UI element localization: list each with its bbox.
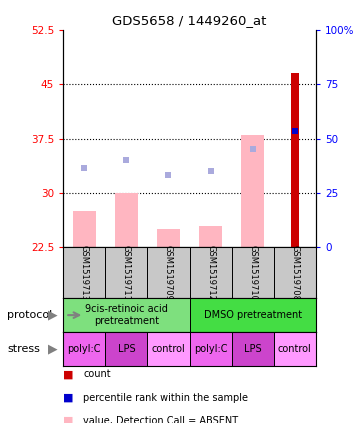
Text: ■: ■ xyxy=(63,369,74,379)
Text: 9cis-retinoic acid
pretreatment: 9cis-retinoic acid pretreatment xyxy=(85,304,168,326)
Bar xyxy=(115,193,138,247)
Bar xyxy=(274,332,316,366)
Bar xyxy=(105,332,147,366)
Bar xyxy=(232,332,274,366)
Text: count: count xyxy=(83,369,111,379)
Text: ■: ■ xyxy=(63,416,74,423)
Text: ■: ■ xyxy=(63,393,74,403)
Text: value, Detection Call = ABSENT: value, Detection Call = ABSENT xyxy=(83,416,238,423)
Title: GDS5658 / 1449260_at: GDS5658 / 1449260_at xyxy=(112,14,267,27)
Bar xyxy=(105,247,147,298)
Text: LPS: LPS xyxy=(118,344,135,354)
Text: ▶: ▶ xyxy=(48,309,57,321)
Text: polyI:C: polyI:C xyxy=(194,344,227,354)
Bar xyxy=(199,226,222,247)
Bar xyxy=(157,229,180,247)
Text: GSM1519709: GSM1519709 xyxy=(164,245,173,301)
Text: protocol: protocol xyxy=(7,310,52,320)
Text: percentile rank within the sample: percentile rank within the sample xyxy=(83,393,248,403)
Bar xyxy=(291,73,299,247)
Bar xyxy=(274,247,316,298)
Bar xyxy=(241,135,264,247)
Bar xyxy=(63,247,105,298)
Bar xyxy=(147,247,190,298)
Bar xyxy=(147,332,190,366)
Text: stress: stress xyxy=(7,344,40,354)
Text: ▶: ▶ xyxy=(48,343,57,355)
Text: GSM1519712: GSM1519712 xyxy=(206,245,215,301)
Bar xyxy=(190,298,316,332)
Text: control: control xyxy=(278,344,312,354)
Bar xyxy=(73,211,96,247)
Bar xyxy=(63,298,190,332)
Bar xyxy=(190,332,232,366)
Text: GSM1519710: GSM1519710 xyxy=(248,245,257,301)
Text: DMSO pretreatment: DMSO pretreatment xyxy=(204,310,302,320)
Bar xyxy=(190,247,232,298)
Bar xyxy=(241,135,264,247)
Text: GSM1519711: GSM1519711 xyxy=(122,245,131,301)
Bar xyxy=(232,247,274,298)
Text: GSM1519708: GSM1519708 xyxy=(290,245,299,301)
Text: polyI:C: polyI:C xyxy=(68,344,101,354)
Text: control: control xyxy=(152,344,185,354)
Text: GSM1519713: GSM1519713 xyxy=(80,245,89,301)
Text: LPS: LPS xyxy=(244,344,261,354)
Bar xyxy=(63,332,105,366)
